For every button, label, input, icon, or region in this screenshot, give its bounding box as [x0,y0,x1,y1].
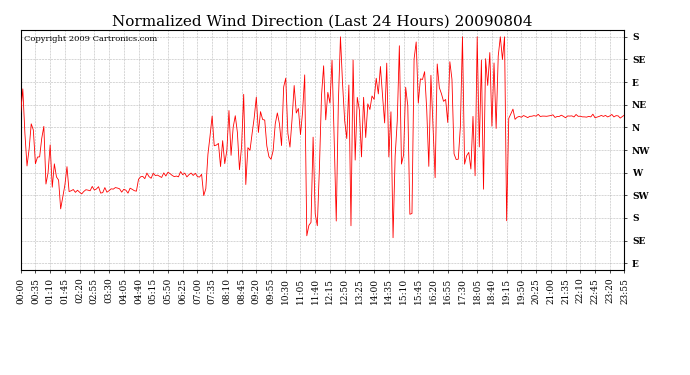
Title: Normalized Wind Direction (Last 24 Hours) 20090804: Normalized Wind Direction (Last 24 Hours… [112,15,533,29]
Text: Copyright 2009 Cartronics.com: Copyright 2009 Cartronics.com [23,35,157,43]
